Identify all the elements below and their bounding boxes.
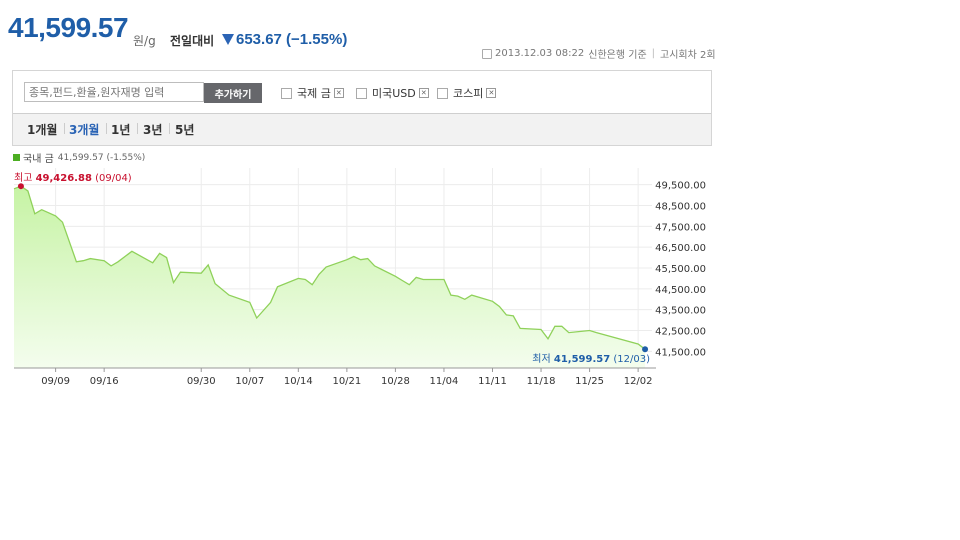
- x-tick-label: 11/11: [478, 376, 507, 387]
- quote-meta: 2013.12.03 08:22 신한은행 기준 | 고시회차 2회: [482, 46, 716, 61]
- x-tick-label: 11/18: [527, 376, 556, 387]
- x-tick-label: 10/07: [235, 376, 264, 387]
- y-tick-label: 42,500.00: [655, 327, 706, 338]
- tab-3-year[interactable]: 3년: [143, 123, 163, 137]
- chart-legend: 국내 금 41,599.57 (-1.55%): [13, 150, 145, 165]
- tab-divider: [64, 123, 65, 134]
- y-tick-label: 45,500.00: [655, 264, 706, 275]
- legend-swatch: [13, 154, 20, 161]
- min-label: 최저 41,599.57 (12/03): [532, 353, 650, 365]
- x-tick-label: 10/21: [332, 376, 361, 387]
- tab-3-month[interactable]: 3개월: [69, 123, 100, 137]
- meta-divider: |: [651, 48, 656, 59]
- tab-divider: [169, 123, 170, 134]
- checkbox[interactable]: [281, 87, 292, 99]
- compare-label: 미국USD: [372, 87, 416, 100]
- compare-toolbar: 추가하기 국제 금 ✕ 미국USD ✕ 코스피 ✕: [13, 71, 711, 114]
- quote-timestamp: 2013.12.03 08:22: [495, 48, 585, 59]
- price-unit: 원/g: [133, 34, 156, 48]
- compare-item-usd[interactable]: 미국USD ✕: [356, 85, 429, 101]
- y-tick-label: 43,500.00: [655, 306, 706, 317]
- min-point-marker: [642, 346, 649, 353]
- y-tick-label: 44,500.00: [655, 285, 706, 296]
- compare-item-kospi[interactable]: 코스피 ✕: [437, 85, 497, 101]
- search-input[interactable]: [24, 82, 204, 102]
- gold-price-chart: 49,500.00 48,500.00 47,500.00 46,500.00 45,5…: [13, 168, 706, 387]
- min-label-prefix: 최저: [532, 353, 554, 365]
- tab-divider: [106, 123, 107, 134]
- x-tick-label: 12/02: [624, 376, 653, 387]
- legend-series-name: 국내 금: [23, 154, 54, 165]
- remove-icon[interactable]: ✕: [486, 88, 497, 98]
- min-label-date: (12/03): [610, 354, 650, 365]
- y-tick-label: 46,500.00: [655, 243, 706, 254]
- y-tick-label: 49,500.00: [655, 181, 706, 192]
- max-label-value: 49,426.88: [36, 173, 92, 184]
- checkbox[interactable]: [437, 87, 448, 99]
- change-label: 전일대비: [170, 34, 215, 48]
- x-tick-label: 09/09: [41, 376, 70, 387]
- checkbox[interactable]: [356, 87, 367, 99]
- series-area: [14, 186, 646, 368]
- quote-source: 신한은행 기준: [588, 50, 647, 61]
- x-tick-label: 11/25: [575, 376, 604, 387]
- y-tick-label: 41,500.00: [655, 347, 706, 358]
- clock-icon: [482, 48, 492, 59]
- chart-controls-panel: 추가하기 국제 금 ✕ 미국USD ✕ 코스피 ✕ 1개월 3개월 1년 3년 …: [12, 70, 712, 146]
- x-tick-label: 11/04: [430, 376, 459, 387]
- series-line: [13, 185, 646, 350]
- x-tick-label: 09/30: [187, 376, 216, 387]
- x-tick-label: 10/28: [381, 376, 410, 387]
- legend-series-value: 41,599.57 (-1.55%): [57, 152, 146, 163]
- remove-icon[interactable]: ✕: [333, 88, 344, 98]
- current-price: 41,599.57: [8, 12, 129, 43]
- x-tick-label: 09/16: [90, 376, 119, 387]
- down-triangle-icon: [222, 34, 234, 45]
- y-tick-label: 47,500.00: [655, 222, 706, 233]
- change-value: 653.67 (−1.55%): [236, 31, 348, 48]
- tab-5-year[interactable]: 5년: [175, 123, 195, 137]
- min-label-value: 41,599.57: [554, 354, 610, 365]
- compare-label: 국제 금: [297, 87, 331, 100]
- tab-1-month[interactable]: 1개월: [27, 123, 58, 137]
- max-point-marker: [17, 183, 24, 190]
- x-tick-label: 10/14: [284, 376, 313, 387]
- add-button[interactable]: 추가하기: [204, 83, 262, 103]
- period-tabs: 1개월 3개월 1년 3년 5년: [13, 114, 711, 145]
- remove-icon[interactable]: ✕: [418, 88, 429, 98]
- compare-item-intl-gold[interactable]: 국제 금 ✕: [281, 85, 344, 101]
- max-label: 최고 49,426.88 (09/04): [14, 172, 132, 184]
- max-label-prefix: 최고: [14, 172, 36, 184]
- max-label-date: (09/04): [92, 173, 132, 184]
- compare-label: 코스피: [453, 87, 484, 100]
- tab-1-year[interactable]: 1년: [111, 123, 131, 137]
- tab-divider: [137, 123, 138, 134]
- y-tick-label: 48,500.00: [655, 202, 706, 213]
- notice-count: 고시회차 2회: [660, 50, 716, 61]
